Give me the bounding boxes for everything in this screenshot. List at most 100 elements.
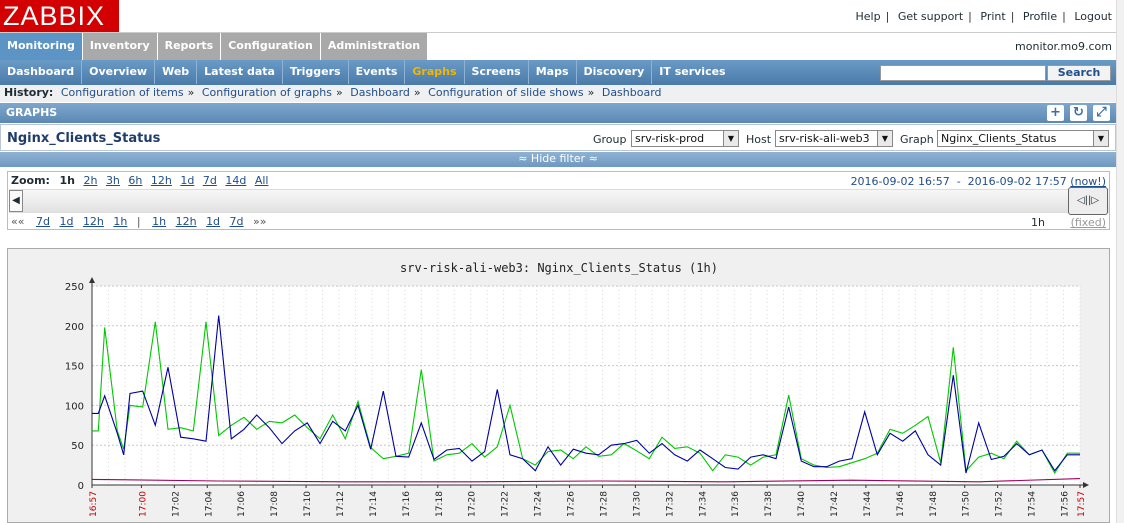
period-from: 2016-09-02 16:57 <box>850 175 950 188</box>
graph-title: Nginx_Clients_Status <box>7 131 161 146</box>
y-tick-label: 250 <box>65 282 84 293</box>
host-select-value: srv-risk-ali-web3 <box>779 132 870 145</box>
print-link[interactable]: Print <box>980 10 1006 23</box>
x-tick-label: 17:40 <box>797 491 807 517</box>
series-line-green <box>92 321 1080 475</box>
period-separator: - <box>956 175 961 188</box>
submenu-triggers[interactable]: Triggers <box>283 60 349 84</box>
logout-link[interactable]: Logout <box>1074 10 1112 23</box>
history-link[interactable]: Dashboard <box>350 86 410 99</box>
zoom-6h[interactable]: 6h <box>128 174 143 187</box>
chart-series <box>91 315 1081 483</box>
x-tick-label: 17:28 <box>599 491 609 517</box>
search-button[interactable]: Search <box>1047 65 1111 81</box>
zoom-1d[interactable]: 1d <box>180 174 195 187</box>
graph-select-value: Nginx_Clients_Status <box>941 132 1057 145</box>
zoom-2h[interactable]: 2h <box>83 174 98 187</box>
zoom-panel: Zoom: 1h 2h 3h 6h 12h 1d 7d 14d All 2016… <box>7 171 1110 230</box>
history-link[interactable]: Configuration of graphs <box>201 86 332 99</box>
profile-link[interactable]: Profile <box>1022 10 1058 23</box>
zoom-all[interactable]: All <box>254 174 269 187</box>
series-line-blue <box>92 315 1080 474</box>
history-link[interactable]: Configuration of items <box>60 86 184 99</box>
x-tick-label: 17:42 <box>830 491 840 517</box>
zabbix-logo[interactable]: ZABBIX <box>0 0 119 32</box>
nav-fwd-12h[interactable]: 12h <box>175 215 197 228</box>
x-axis-arrow-icon <box>1083 482 1089 488</box>
submenu-discovery[interactable]: Discovery <box>577 60 653 84</box>
zoom-label: Zoom: <box>11 174 50 187</box>
x-tick-label: 17:20 <box>468 491 478 517</box>
submenu-it-services[interactable]: IT services <box>659 65 726 78</box>
submenu-events[interactable]: Events <box>349 60 406 84</box>
scroll-handle[interactable]: ◁||▷ <box>1068 187 1108 215</box>
main-menu: Monitoring Inventory Reports Configurati… <box>0 32 1124 60</box>
x-tick-label: 17:08 <box>270 491 280 517</box>
zoom-7d[interactable]: 7d <box>202 174 217 187</box>
history-link[interactable]: Dashboard <box>601 86 662 99</box>
submenu-latest-data[interactable]: Latest data <box>197 60 283 84</box>
y-tick-label: 0 <box>78 481 84 492</box>
y-tick-label: 200 <box>65 322 84 333</box>
nav-back-12h[interactable]: 12h <box>82 215 104 228</box>
group-label: Group <box>593 133 627 146</box>
refresh-icon[interactable]: ↻ <box>1070 105 1087 121</box>
menu-administration[interactable]: Administration <box>320 33 429 60</box>
add-to-favourites-icon[interactable]: + <box>1047 105 1064 121</box>
nav-fwd-1h[interactable]: 1h <box>152 215 167 228</box>
menu-inventory[interactable]: Inventory <box>82 33 158 60</box>
history-link[interactable]: Configuration of slide shows <box>428 86 584 99</box>
top-links: Help | Get support | Print | Profile | Logou… <box>855 10 1112 23</box>
x-tick-label: 17:00 <box>138 491 148 517</box>
nav-back-7d[interactable]: 7d <box>35 215 50 228</box>
menu-reports[interactable]: Reports <box>157 33 222 60</box>
chart-axes: 0 50 100 150 200 250 16:57 17:00 17:02 17:04 17:06… <box>65 277 1089 517</box>
fixed-toggle[interactable]: (fixed) <box>1070 216 1106 229</box>
x-tick-label: 16:57 <box>89 491 99 517</box>
x-tick-label: 17:18 <box>435 491 445 517</box>
submenu-dashboard[interactable]: Dashboard <box>0 60 83 84</box>
hide-filter-toggle[interactable]: ≈ Hide filter ≈ <box>0 152 1116 167</box>
submenu-overview[interactable]: Overview <box>82 60 156 84</box>
host-label: Host <box>746 133 772 146</box>
x-tick-label: 17:26 <box>567 491 577 517</box>
x-tick-label: 17:57 <box>1077 491 1087 517</box>
help-link[interactable]: Help <box>855 10 881 23</box>
nav-separator: | <box>136 215 141 228</box>
x-tick-label: 17:16 <box>402 491 412 517</box>
menu-monitoring[interactable]: Monitoring <box>0 33 83 60</box>
y-axis-arrow-icon <box>89 277 95 283</box>
server-name: monitor.mo9.com <box>1015 40 1112 53</box>
y-tick-label: 150 <box>65 362 84 373</box>
page-scrollbar[interactable] <box>1116 0 1124 523</box>
menu-configuration[interactable]: Configuration <box>221 33 321 60</box>
search-input[interactable] <box>880 65 1046 81</box>
now-link[interactable]: (now!) <box>1070 175 1106 188</box>
scroll-left-arrow-icon[interactable]: ◀ <box>9 190 23 212</box>
graph-select[interactable]: Nginx_Clients_Status ▼ <box>937 130 1109 147</box>
nav-back-1h[interactable]: 1h <box>113 215 128 228</box>
submenu-web[interactable]: Web <box>155 60 198 84</box>
submenu-graphs[interactable]: Graphs <box>405 60 465 84</box>
host-select[interactable]: srv-risk-ali-web3 ▼ <box>775 130 893 147</box>
zoom-1h[interactable]: 1h <box>59 174 75 187</box>
get-support-link[interactable]: Get support <box>897 10 964 23</box>
period-range: 2016-09-02 16:57 - 2016-09-02 17:57 (now… <box>851 175 1106 188</box>
zoom-3h[interactable]: 3h <box>105 174 120 187</box>
period-scrollbar[interactable]: ◀ ◁||▷ <box>9 187 1109 215</box>
group-select[interactable]: srv-risk-prod ▼ <box>631 130 739 147</box>
zoom-12h[interactable]: 12h <box>150 174 172 187</box>
history-breadcrumb: History: Configuration of items» Configu… <box>0 85 1124 102</box>
submenu-maps[interactable]: Maps <box>529 60 577 84</box>
submenu-screens[interactable]: Screens <box>465 60 529 84</box>
nav-fwd-1d[interactable]: 1d <box>206 215 221 228</box>
sub-menu: Dashboard Overview Web Latest data Trigg… <box>0 60 1124 85</box>
nginx-clients-chart[interactable]: srv-risk-ali-web3: Nginx_Clients_Status … <box>8 249 1109 522</box>
zoom-14d[interactable]: 14d <box>225 174 247 187</box>
nav-back-1d[interactable]: 1d <box>59 215 74 228</box>
x-tick-label: 17:30 <box>632 491 642 517</box>
x-tick-label: 17:48 <box>929 491 939 517</box>
nav-fwd-7d[interactable]: 7d <box>229 215 244 228</box>
nav-back-icon: «« <box>11 215 25 228</box>
fullscreen-icon[interactable]: ⤢ <box>1093 105 1110 121</box>
